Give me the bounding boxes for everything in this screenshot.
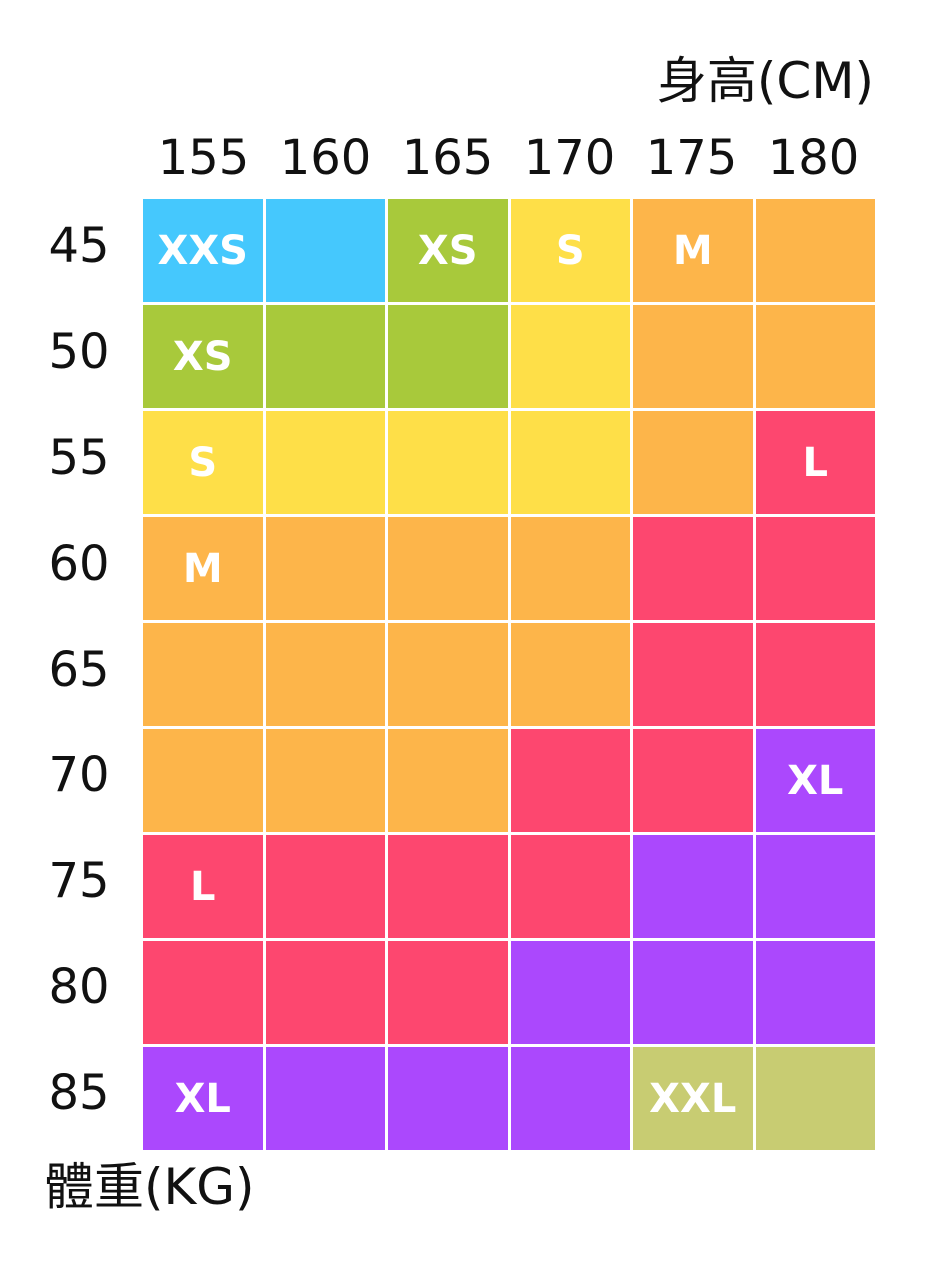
size-label: S [555,227,585,274]
size-cell [510,517,630,620]
y-axis-title: 體重(KG) [44,1158,255,1216]
size-cell: XS [143,305,263,408]
size-cell [265,305,385,408]
y-tick-label: 85 [48,1065,110,1122]
size-cell: L [143,835,263,938]
size-cell [510,305,630,408]
x-tick-label: 170 [523,130,616,186]
size-cell [633,941,753,1044]
size-cell [510,729,630,832]
size-cell [143,941,263,1044]
size-cell [388,835,508,938]
size-label: L [190,863,216,910]
size-cell: XL [143,1047,263,1150]
size-cell [510,835,630,938]
size-label: XXS [157,227,249,274]
size-cell [388,941,508,1044]
size-cell [633,729,753,832]
size-cell [143,729,263,832]
y-tick-label: 80 [48,959,110,1016]
size-cell: S [510,199,630,302]
y-tick-label: 55 [48,429,110,486]
size-cell [265,517,385,620]
size-label: XXL [649,1075,737,1122]
size-cell [755,623,875,726]
size-cell [510,411,630,514]
size-cell [633,305,753,408]
x-axis-title: 身高(CM) [656,52,874,110]
size-cell [755,835,875,938]
y-tick-label: 60 [48,535,110,592]
size-label: XL [174,1075,231,1122]
size-label: L [802,439,829,486]
x-tick-label: 180 [767,130,860,186]
size-cell [265,729,385,832]
size-chart-grid: XXS XS S M XS S L M XL L XL XXL [143,199,875,1150]
size-cell [265,623,385,726]
size-cell: L [755,411,875,514]
size-cell [633,411,753,514]
size-cell [388,729,508,832]
size-cell [510,941,630,1044]
size-cell: M [143,517,263,620]
size-cell [755,517,875,620]
size-cell: XS [388,199,508,302]
y-tick-label: 45 [48,217,110,274]
x-tick-label: 165 [401,130,494,186]
x-tick-label: 175 [645,130,738,186]
size-cell [633,835,753,938]
size-cell [510,623,630,726]
size-cell [265,835,385,938]
size-cell [755,305,875,408]
y-tick-label: 75 [48,853,110,910]
size-cell: XXS [143,199,263,302]
size-cell [755,941,875,1044]
size-cell [388,517,508,620]
size-label: M [672,227,713,274]
size-cell [510,1047,630,1150]
size-cell [633,623,753,726]
size-cell: XXL [633,1047,753,1150]
size-cell [388,411,508,514]
size-cell [265,199,385,302]
size-cell [388,1047,508,1150]
y-tick-label: 65 [48,641,110,698]
size-cell [388,305,508,408]
x-tick-label: 155 [157,130,250,186]
size-cell [265,411,385,514]
size-cell [388,623,508,726]
y-tick-label: 70 [48,747,110,804]
size-cell [265,1047,385,1150]
size-label: M [182,545,223,592]
size-cell: M [633,199,753,302]
size-label: XS [172,333,233,380]
size-label: S [188,439,218,486]
x-tick-label: 160 [279,130,372,186]
size-cell [755,199,875,302]
y-tick-label: 50 [48,323,110,380]
size-cell [265,941,385,1044]
size-cell [633,517,753,620]
size-cell: XL [755,729,875,832]
size-label: XS [417,227,478,274]
size-cell [143,623,263,726]
size-label: XL [787,757,844,804]
size-cell: S [143,411,263,514]
size-cell [755,1047,875,1150]
